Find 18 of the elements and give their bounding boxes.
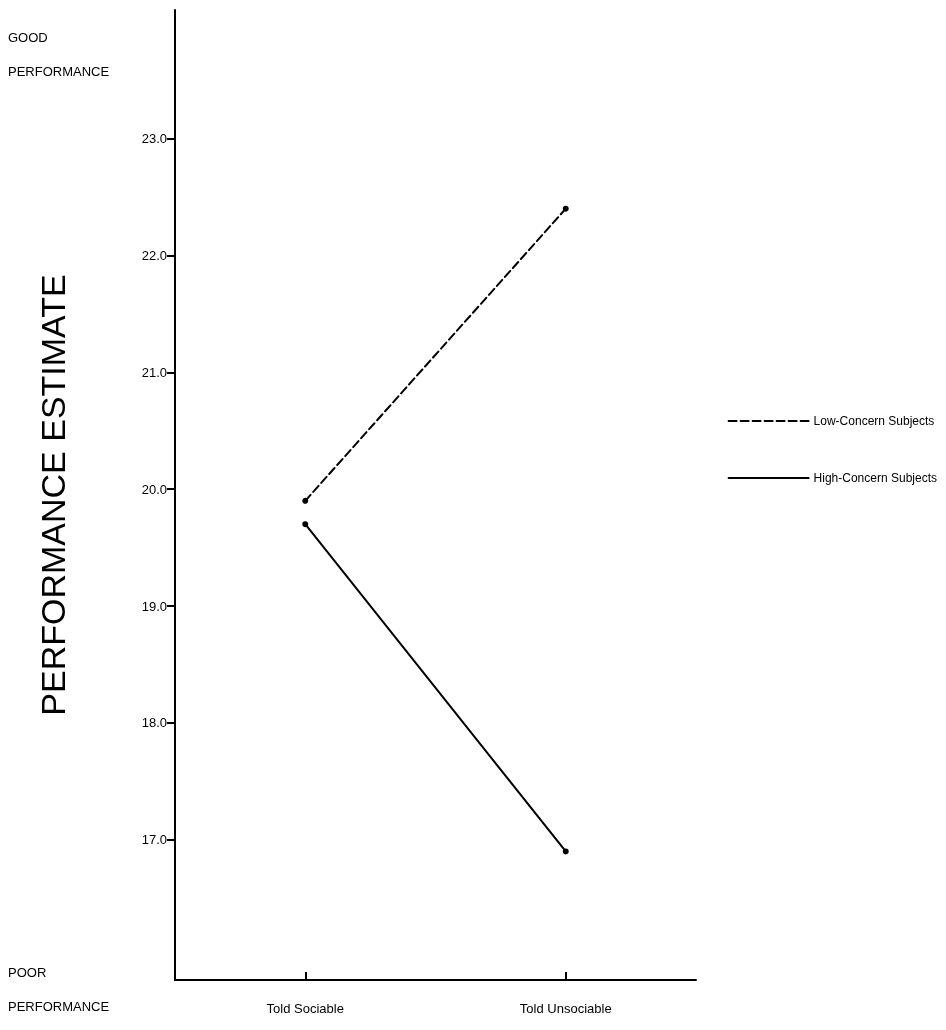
point xyxy=(302,497,309,504)
x-tick-label: Told Sociable xyxy=(266,1001,344,1016)
text: POOR PERFORMANCE xyxy=(8,964,110,1014)
text: Low-Concern Subjects xyxy=(813,414,935,428)
x-tick-label: Told Unsociable xyxy=(519,1001,612,1016)
y-tick-label: 22.0 xyxy=(141,247,167,263)
text: High-Concern Subjects xyxy=(813,471,938,485)
point xyxy=(562,848,569,855)
point xyxy=(562,205,569,212)
y-tick-label: 21.0 xyxy=(141,364,167,380)
y-axis-title: PERFORMANCE ESTIMATE xyxy=(34,274,72,716)
text: GOOD PERFORMANCE xyxy=(8,29,110,79)
point xyxy=(302,521,309,528)
y-tick-label: 19.0 xyxy=(141,598,167,614)
y-tick-label: 20.0 xyxy=(141,481,167,497)
y-tick-label: 17.0 xyxy=(141,832,167,848)
y-tick-label: 23.0 xyxy=(141,131,167,147)
y-tick-label: 18.0 xyxy=(141,715,167,731)
